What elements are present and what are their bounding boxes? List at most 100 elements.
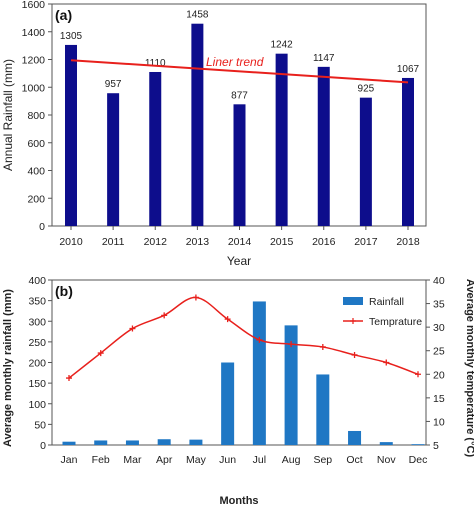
left-y-tick-label: 350 <box>28 296 46 308</box>
legend-temperature-label: Temprature <box>369 316 422 328</box>
legend-rainfall-label: Rainfall <box>369 296 404 308</box>
left-y-tick-label: 0 <box>40 440 46 452</box>
x-tick-label-Aug: Aug <box>282 454 301 466</box>
rainfall-bar-Jul <box>252 301 266 445</box>
panel-a-label: (a) <box>55 7 72 23</box>
x-tick-label-2016: 2016 <box>312 236 336 248</box>
left-y-tick-label: 150 <box>28 378 46 390</box>
temperature-marker-Jun <box>224 316 231 323</box>
panel-b-rainfall-bars <box>62 301 425 445</box>
x-tick-label-Jan: Jan <box>61 454 78 466</box>
bar-2016 <box>317 66 330 226</box>
x-tick-label-2014: 2014 <box>228 236 252 248</box>
panel-b-right-y-axis-title: Average monthly temperature (°C) <box>464 279 474 458</box>
panel-a-bars <box>65 23 414 227</box>
x-tick-label-2012: 2012 <box>144 236 168 248</box>
temperature-marker-Jul <box>256 336 263 343</box>
left-y-tick-label: 200 <box>28 358 46 370</box>
rainfall-bar-Jan <box>62 441 76 445</box>
panel-b-x-ticks: Jan Feb Mar Apr May Jun Jul Aug Sep Oct Nov Dec <box>61 454 428 466</box>
bar-2013 <box>191 23 204 226</box>
temperature-marker-Jan <box>66 375 72 382</box>
y-tick-label: 400 <box>27 166 45 178</box>
bar-2014 <box>233 104 246 226</box>
legend-rainfall-swatch <box>343 297 363 305</box>
right-y-tick-label: 20 <box>433 369 445 381</box>
x-tick-label-2010: 2010 <box>59 236 83 248</box>
panel-b: (b) 0 50 100 150 200 250 300 350 400 5 10 15 20 25 30… <box>2 275 474 507</box>
panel-b-right-y-ticks: 5 10 15 20 25 30 35 40 <box>426 275 445 452</box>
rainfall-bar-Dec <box>411 444 425 445</box>
right-y-tick-label: 25 <box>433 346 445 358</box>
panel-a-trend-line <box>70 59 409 84</box>
data-label-2014: 877 <box>231 90 248 101</box>
temperature-marker-Feb <box>97 350 104 357</box>
data-label-2010: 1305 <box>60 31 83 42</box>
right-y-tick-label: 5 <box>433 440 439 452</box>
bar-2010 <box>65 44 77 227</box>
bar-2012 <box>149 71 162 226</box>
rainfall-bar-Nov <box>379 442 393 445</box>
panel-b-left-y-ticks: 0 50 100 150 200 250 300 350 400 <box>28 275 52 452</box>
temperature-marker-Dec <box>415 371 421 378</box>
rainfall-bar-Oct <box>348 430 362 445</box>
x-tick-label-2011: 2011 <box>102 236 125 248</box>
panel-b-legend: Rainfall Temprature <box>343 296 422 328</box>
y-tick-label: 1000 <box>22 82 46 94</box>
rainfall-bar-May <box>189 439 203 445</box>
legend-temperature-marker <box>350 318 356 324</box>
temperature-marker-Nov <box>383 359 390 366</box>
right-y-tick-label: 30 <box>433 322 445 334</box>
data-label-2017: 925 <box>358 84 375 95</box>
panel-a: (a) 0 200 400 600 800 1000 1200 1400 1600 1305 95… <box>1 0 427 268</box>
x-tick-label-Jun: Jun <box>219 454 236 466</box>
left-y-tick-label: 400 <box>28 275 46 287</box>
x-tick-label-Nov: Nov <box>377 454 396 466</box>
panel-b-label: (b) <box>55 283 73 299</box>
rainfall-bar-Feb <box>94 440 108 445</box>
bar-2011 <box>107 93 120 226</box>
panel-a-x-axis-title: Year <box>227 254 251 268</box>
temperature-marker-Apr <box>161 312 168 319</box>
x-tick-label-2018: 2018 <box>396 236 420 248</box>
panel-b-temperature-markers <box>66 294 421 382</box>
panel-a-y-ticks: 0 200 400 600 800 1000 1200 1400 1600 <box>22 0 52 233</box>
panel-a-y-axis-title: Annual Rainfall (mm) <box>1 59 15 171</box>
x-tick-label-Apr: Apr <box>156 454 173 466</box>
x-tick-label-2017: 2017 <box>354 236 378 248</box>
left-y-tick-label: 300 <box>28 316 46 328</box>
data-label-2018: 1067 <box>397 64 420 75</box>
data-label-2012: 1110 <box>145 58 166 69</box>
panel-b-left-y-axis-title: Average monthly rainfall (mm) <box>2 289 14 447</box>
x-tick-label-Oct: Oct <box>346 454 362 466</box>
y-tick-label: 1600 <box>22 0 46 11</box>
temperature-marker-May <box>192 294 199 301</box>
left-y-tick-label: 50 <box>34 419 46 431</box>
rainfall-bar-Sep <box>316 374 330 445</box>
x-tick-label-2013: 2013 <box>186 236 210 248</box>
x-tick-label-2015: 2015 <box>270 236 294 248</box>
y-tick-label: 1200 <box>22 55 46 67</box>
bar-2017 <box>359 97 372 226</box>
x-tick-label-Jul: Jul <box>253 454 266 466</box>
panel-b-x-axis-title: Months <box>219 495 258 507</box>
y-tick-label: 600 <box>27 138 45 150</box>
rainfall-bar-Apr <box>157 439 171 445</box>
data-label-2011: 957 <box>105 79 122 90</box>
x-tick-label-Feb: Feb <box>92 454 110 466</box>
rainfall-bar-Jun <box>221 362 235 445</box>
rainfall-bar-Aug <box>284 325 298 445</box>
x-tick-label-May: May <box>186 454 207 466</box>
y-tick-label: 0 <box>39 221 45 233</box>
panel-a-trend-label: Liner trend <box>206 55 264 69</box>
right-y-tick-label: 35 <box>433 299 445 311</box>
right-y-tick-label: 40 <box>433 275 445 287</box>
x-tick-label-Dec: Dec <box>409 454 428 466</box>
y-tick-label: 1400 <box>22 27 46 39</box>
data-label-2016: 1147 <box>313 53 335 64</box>
panel-a-data-labels: 1305 957 1110 1458 877 1242 1147 925 1067 <box>60 10 420 102</box>
y-tick-label: 800 <box>27 110 45 122</box>
right-y-tick-label: 15 <box>433 393 445 405</box>
rainfall-bar-Mar <box>125 440 139 445</box>
